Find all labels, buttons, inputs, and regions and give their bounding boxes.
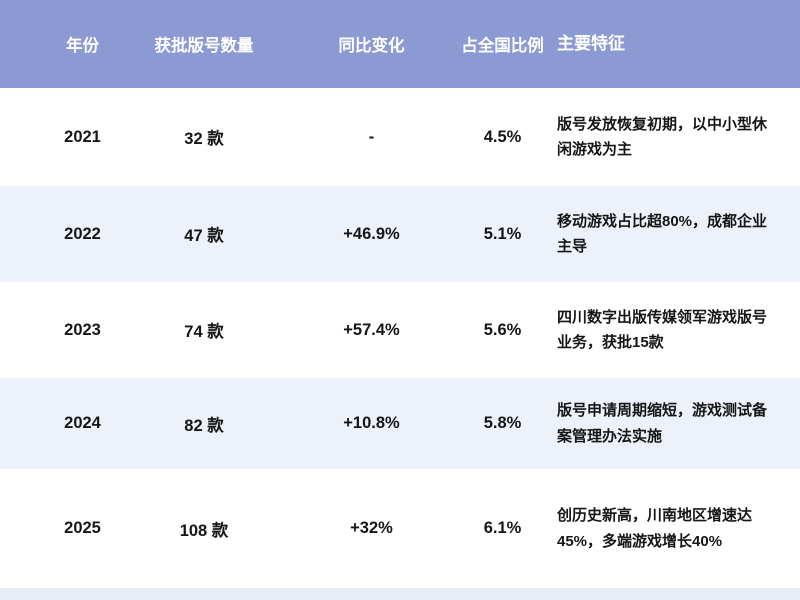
cell-year: 2022 [64,224,101,243]
cell-share: 6.1% [483,519,522,537]
cell-yoy: +10.8% [343,414,400,432]
cell-year: 2023 [64,320,101,339]
cell-yoy: +46.9% [343,224,400,243]
cell-share: 5.6% [483,320,522,339]
table-body: 2021 32 款 - 4.5% 版号发放恢复初期，以中小型休闲游戏为主 202… [0,88,800,588]
cell-features: 版号发放恢复初期，以中小型休闲游戏为主 [557,115,768,159]
cell-year: 2025 [64,519,101,537]
cell-yoy: - [368,127,375,146]
cell-share: 5.1% [483,224,522,243]
cell-year: 2024 [64,414,101,432]
header-cell-year: 年份 [66,37,99,55]
cell-share: 4.5% [483,127,522,146]
cell-features: 四川数字出版传媒领军游戏版号业务，获批15款 [557,308,768,352]
table-row: 2024 82 款 +10.8% 5.8% 版号申请周期缩短，游戏测试备案管理办… [0,378,800,469]
table-row: 2022 47 款 +46.9% 5.1% 移动游戏占比超80%，成都企业主导 [0,186,800,282]
cell-features: 创历史新高，川南地区增速达45%，多端游戏增长40% [557,507,753,550]
cell-yoy: +32% [350,519,393,537]
header-cell-share: 占全国比例 [461,37,544,55]
cell-year: 2021 [64,127,101,146]
bottom-strip [0,588,800,600]
cell-features: 移动游戏占比超80%，成都企业主导 [557,212,768,256]
cell-features: 版号申请周期缩短，游戏测试备案管理办法实施 [557,402,768,445]
header-cell-yoy: 同比变化 [338,37,405,55]
table-row: 2025 108 款 +32% 6.1% 创历史新高，川南地区增速达45%，多端… [0,469,800,588]
cell-count: 74 款 [184,323,224,341]
table-row: 2023 74 款 +57.4% 5.6% 四川数字出版传媒领军游戏版号业务，获… [0,282,800,378]
cell-share: 5.8% [483,414,522,432]
header-cell-count: 获批版号数量 [154,37,254,55]
cell-count: 47 款 [184,227,224,245]
table-header: 年份 获批版号数量 同比变化 占全国比例 主要特征 [0,0,800,88]
cell-count: 82 款 [184,416,224,435]
table-row: 2021 32 款 - 4.5% 版号发放恢复初期，以中小型休闲游戏为主 [0,88,800,186]
header-cell-features: 主要特征 [557,33,625,53]
cell-count: 32 款 [184,130,224,148]
cell-count: 108 款 [179,521,229,540]
cell-yoy: +57.4% [343,320,400,339]
